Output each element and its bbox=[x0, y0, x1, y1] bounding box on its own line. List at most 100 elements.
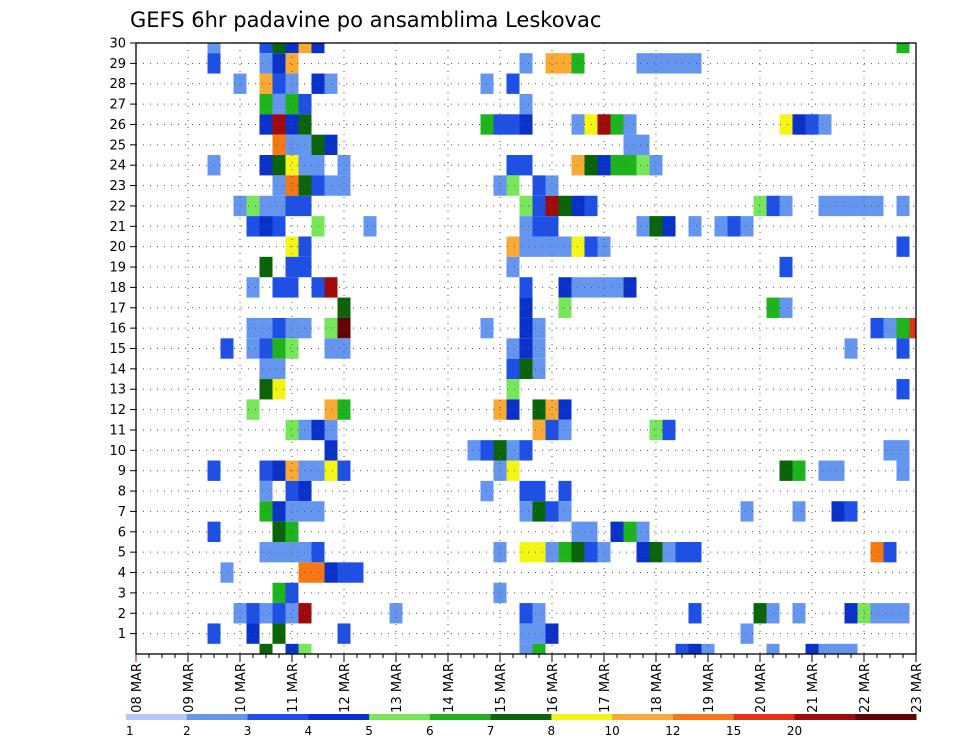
heatmap-cell bbox=[805, 643, 819, 654]
heatmap-cell bbox=[337, 175, 351, 196]
heatmap-cell bbox=[259, 338, 273, 359]
heatmap-cell bbox=[272, 195, 286, 217]
heatmap-cell bbox=[623, 521, 637, 542]
y-tick-label: 22 bbox=[109, 199, 126, 214]
heatmap-cell bbox=[519, 216, 533, 237]
heatmap-cell bbox=[506, 256, 520, 278]
heatmap-cell bbox=[246, 603, 260, 624]
heatmap-cell bbox=[597, 155, 611, 176]
x-tick-label: 21 MAR bbox=[806, 663, 821, 713]
x-tick-label: 17 MAR bbox=[598, 663, 613, 713]
heatmap-cell bbox=[246, 216, 260, 237]
heatmap-cell bbox=[545, 419, 559, 441]
heatmap-cell bbox=[532, 480, 546, 502]
heatmap-cell bbox=[649, 419, 663, 441]
heatmap-cell bbox=[259, 501, 273, 522]
heatmap-cell bbox=[272, 155, 286, 176]
heatmap-cell bbox=[272, 43, 286, 54]
heatmap-cell bbox=[623, 277, 637, 298]
heatmap-cell bbox=[896, 338, 910, 359]
heatmap-cell bbox=[831, 501, 845, 522]
heatmap-cell bbox=[558, 277, 572, 298]
heatmap-cell bbox=[324, 73, 338, 94]
heatmap-cell bbox=[506, 358, 520, 380]
y-tick-label: 28 bbox=[109, 77, 126, 92]
heatmap-cell bbox=[558, 501, 572, 522]
heatmap-cell bbox=[545, 623, 559, 644]
heatmap-cell bbox=[467, 440, 481, 461]
y-tick-label: 21 bbox=[109, 220, 126, 235]
heatmap-cell bbox=[779, 114, 793, 135]
colorbar-swatch bbox=[186, 714, 249, 720]
heatmap-cell bbox=[207, 43, 221, 54]
heatmap-cell bbox=[532, 399, 546, 420]
heatmap-cell bbox=[818, 643, 832, 654]
x-tick-label: 23 MAR bbox=[910, 663, 925, 713]
colorbar-label: 10 bbox=[605, 724, 620, 738]
heatmap-cell bbox=[636, 521, 650, 542]
heatmap-cells bbox=[207, 43, 916, 654]
heatmap-cell bbox=[363, 216, 377, 237]
heatmap-cell bbox=[545, 175, 559, 196]
heatmap-cell bbox=[896, 43, 910, 54]
heatmap-cell bbox=[259, 480, 273, 502]
heatmap-cell bbox=[883, 603, 897, 624]
heatmap-cell bbox=[519, 480, 533, 502]
x-tick-label: 09 MAR bbox=[182, 663, 197, 713]
heatmap-cell bbox=[246, 623, 260, 644]
heatmap-cell bbox=[337, 399, 351, 420]
y-tick-label: 14 bbox=[109, 362, 126, 377]
heatmap-cell bbox=[272, 501, 286, 522]
heatmap-cell bbox=[259, 317, 273, 339]
heatmap-cell bbox=[285, 155, 299, 176]
colorbar-swatch bbox=[247, 714, 309, 720]
y-tick-label: 8 bbox=[118, 485, 126, 500]
heatmap-cell bbox=[740, 623, 754, 644]
heatmap-cell bbox=[597, 114, 611, 135]
heatmap-cell bbox=[896, 379, 910, 400]
heatmap-cell bbox=[532, 623, 546, 644]
colorbar-swatch bbox=[612, 714, 674, 720]
heatmap-cell bbox=[285, 73, 299, 94]
heatmap-cell bbox=[259, 43, 273, 54]
heatmap-cell bbox=[246, 338, 260, 359]
heatmap-cell bbox=[727, 216, 741, 237]
heatmap-cell bbox=[259, 155, 273, 176]
heatmap-cell bbox=[519, 277, 533, 298]
heatmap-cell bbox=[246, 277, 260, 298]
heatmap-cell bbox=[259, 358, 273, 380]
heatmap-cell bbox=[558, 541, 572, 563]
colorbar-label: 8 bbox=[548, 724, 556, 738]
heatmap-cell bbox=[896, 603, 910, 624]
heatmap-cell bbox=[272, 521, 286, 542]
heatmap-cell bbox=[792, 460, 806, 481]
y-tick-label: 16 bbox=[109, 322, 126, 337]
heatmap-cell bbox=[311, 43, 325, 54]
heatmap-cell bbox=[272, 175, 286, 196]
heatmap-cell bbox=[272, 317, 286, 339]
heatmap-cell bbox=[532, 175, 546, 196]
heatmap-cell bbox=[246, 195, 260, 217]
y-tick-label: 18 bbox=[109, 281, 126, 296]
heatmap-cell bbox=[545, 501, 559, 522]
chart-title: GEFS 6hr padavine po ansamblima Leskovac bbox=[130, 8, 601, 32]
heatmap-cell bbox=[844, 643, 858, 654]
heatmap-cell bbox=[883, 541, 897, 563]
heatmap-cell bbox=[532, 643, 546, 654]
colorbar-label: 15 bbox=[726, 724, 741, 738]
y-tick-label: 20 bbox=[109, 240, 126, 255]
heatmap-cell bbox=[636, 155, 650, 176]
heatmap-cell bbox=[259, 379, 273, 400]
colorbar-label: 12 bbox=[665, 724, 680, 738]
heatmap-cell bbox=[519, 358, 533, 380]
heatmap-cell bbox=[272, 460, 286, 481]
y-tick-label: 10 bbox=[109, 444, 126, 459]
heatmap-cell bbox=[337, 155, 351, 176]
heatmap-cell bbox=[285, 419, 299, 441]
heatmap-cell bbox=[740, 216, 754, 237]
heatmap-cell bbox=[532, 338, 546, 359]
heatmap-cell bbox=[506, 236, 520, 257]
heatmap-cell bbox=[532, 419, 546, 441]
heatmap-cell bbox=[545, 195, 559, 217]
heatmap-cell bbox=[285, 175, 299, 196]
